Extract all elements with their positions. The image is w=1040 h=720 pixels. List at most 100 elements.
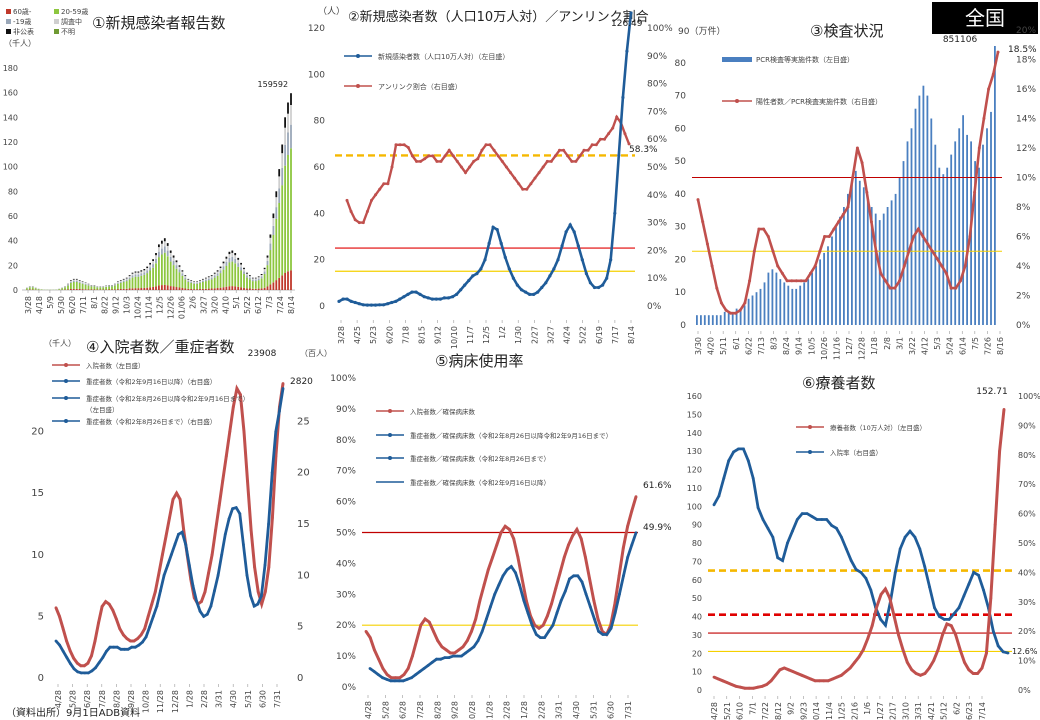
- chart-1-y-unit: （千人）: [4, 38, 36, 48]
- chart-5-series-bed-point: [364, 630, 368, 633]
- chart-2-series-cases-point: [341, 297, 345, 301]
- chart-1-bar-segment: [249, 279, 251, 289]
- chart-1-bar-segment: [187, 288, 190, 290]
- chart-2-series-unlinked-point: [439, 159, 443, 163]
- chart-1-bar-segment: [149, 270, 151, 288]
- chart-1-bar-segment: [163, 238, 166, 242]
- chart-1-bar-segment: [90, 289, 93, 290]
- chart-6-x-tick-label: 6/10: [736, 702, 745, 720]
- chart-5-y-tick-label: 80%: [336, 436, 356, 446]
- chart-5-series-bed-point: [368, 636, 372, 639]
- chart-6-x-tick-label: 3/10: [901, 702, 910, 720]
- chart-1-bar-segment: [225, 286, 228, 290]
- chart-1-bar-segment: [251, 278, 254, 280]
- chart-4-series-hospitalized-point: [207, 571, 210, 575]
- chart-1-bar-segment: [260, 276, 263, 279]
- chart-1-bar-segment: [237, 286, 240, 290]
- chart-3-y-right-tick-label: 12%: [1016, 144, 1036, 154]
- chart-2-series-unlinked-point: [443, 154, 447, 158]
- chart-1-bar-segment: [146, 270, 149, 274]
- chart-4-series-hospitalized-point: [90, 654, 93, 658]
- chart-2-series-cases-point: [580, 258, 584, 262]
- chart-1-bar-segment: [246, 275, 248, 278]
- chart-6-series-hospital-rate-point: [742, 447, 745, 451]
- chart-4-series-severe: [54, 388, 285, 675]
- chart-5-series-severe-point: [414, 673, 418, 676]
- chart-4-x-tick-label: 5/28: [69, 690, 78, 708]
- chart-1-bar-segment: [202, 278, 204, 280]
- chart-4-series-severe-point: [148, 625, 152, 629]
- chart-5-series-severe-point: [460, 654, 463, 658]
- chart-4-series-severe-point: [173, 543, 177, 546]
- chart-1-bar-segment: [260, 278, 263, 289]
- chart-1-bar-segment: [143, 270, 146, 273]
- chart-1-bar-segment: [231, 286, 234, 290]
- chart-5-series-bed-point: [546, 614, 549, 618]
- chart-1-bar-segment: [117, 281, 119, 283]
- chart-1-bar-segment: [193, 282, 195, 284]
- chart-4-y-right-unit: （百人）: [300, 349, 332, 358]
- chart-1-bar-segment: [152, 259, 154, 261]
- chart-6-series-recuperating-point: [985, 651, 988, 655]
- chart-1-bar-segment: [284, 272, 286, 290]
- chart-2-series-unlinked-point: [509, 171, 512, 175]
- chart-1-bar-segment: [207, 288, 210, 290]
- chart-2-series-cases-point: [519, 288, 524, 292]
- chart-6-x-tick-label: 12/16: [850, 702, 859, 720]
- chart-4-y-right-tick-label: 5: [297, 622, 303, 633]
- chart-3-bar: [954, 141, 957, 325]
- chart-5-series-severe-point: [480, 630, 484, 633]
- chart-1-bar-segment: [70, 282, 72, 289]
- chart-4-series-hospitalized-point: [107, 602, 111, 606]
- chart-1-y-tick-label: 60: [8, 212, 18, 221]
- chart-6-series-hospital-rate-point: [771, 535, 775, 539]
- chart-6-series-recuperating-point: [897, 633, 900, 637]
- chart-1-bar-segment: [93, 289, 96, 290]
- chart-6-series-recuperating-point: [932, 659, 936, 662]
- chart-5-series-severe-point: [539, 636, 542, 639]
- region-badge: 全国: [932, 2, 1038, 34]
- chart-1-y-tick-label: 80: [8, 187, 18, 196]
- chart-6-series-recuperating-point: [844, 670, 848, 673]
- chart-1-y-tick-label: 0: [13, 286, 18, 295]
- chart-3-bar: [862, 187, 865, 325]
- chart-5-series-severe-point: [489, 605, 492, 609]
- chart-3-x-tick-label: 10/26: [820, 337, 829, 360]
- chart-5-series-bed-point: [571, 534, 575, 537]
- chart-2-x-tick-label: 10/10: [450, 326, 459, 349]
- chart-3-series-positivity-point: [762, 227, 766, 231]
- chart-2-series-cases-point: [499, 241, 503, 245]
- chart-4-series-severe-point: [133, 645, 137, 649]
- chart-2-y-right-tick-label: 40%: [647, 191, 667, 201]
- chart-4-series-severe-point: [155, 604, 159, 608]
- chart-4-x-tick-label: 8/28: [112, 690, 121, 708]
- chart-1-y-tick-label: 120: [3, 138, 18, 147]
- chart-2-series-cases-point: [378, 303, 382, 307]
- chart-1-bar-segment: [284, 117, 286, 128]
- chart-5-series-bed-point: [516, 555, 520, 559]
- chart-4-x-tick-label: 3/31: [215, 690, 224, 708]
- chart-6-series-hospital-rate-point: [991, 629, 995, 633]
- chart-1-bar-segment: [269, 250, 272, 285]
- chart-1-bar-segment: [290, 148, 292, 271]
- chart-2-series-unlinked-point: [370, 198, 373, 202]
- chart-2-series-cases-point: [588, 281, 593, 285]
- chart-3-bar: [759, 288, 762, 325]
- chart-2-series-cases-point: [629, 11, 633, 15]
- chart-6-series-hospital-rate-point: [996, 644, 1000, 648]
- chart-6-series-recuperating-point: [866, 637, 870, 640]
- chart-6-series-recuperating-point: [1002, 408, 1006, 411]
- chart-5-series-bed-point: [524, 599, 528, 602]
- chart-3-bar: [986, 128, 988, 325]
- chart-3-series-positivity-point: [973, 190, 977, 194]
- chart-5-y-tick-label: 40%: [336, 559, 356, 569]
- chart-6-series-hospital-rate-point: [751, 476, 755, 480]
- chart-6-series-recuperating-point: [857, 655, 861, 659]
- chart-1-bar-segment: [128, 275, 131, 277]
- chart-1-bar-segment: [202, 279, 204, 281]
- chart-2-series-cases-point: [556, 258, 560, 262]
- chart-3-x-tick-label: 5/11: [719, 337, 728, 355]
- chart-4-series-severe-point: [202, 615, 206, 618]
- chart-6-y-tick-label: 30: [692, 631, 702, 640]
- chart-1-bar-segment: [216, 288, 219, 290]
